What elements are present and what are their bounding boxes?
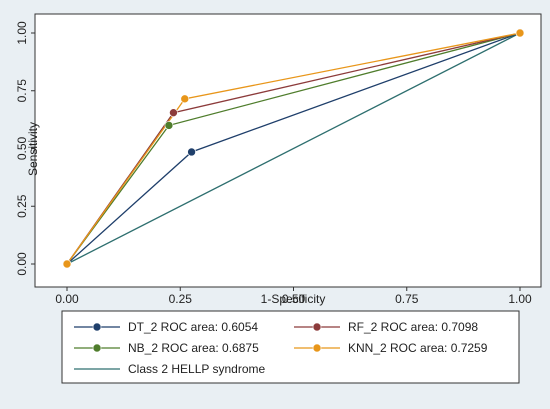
y-tick-label-1: 0.25	[15, 194, 29, 218]
y-axis-label: Sensitivity	[26, 122, 40, 176]
x-tick-label-4: 1.00	[508, 292, 532, 306]
legend-label-0: DT_2 ROC area: 0.6054	[128, 320, 258, 334]
y-tick-label-0: 0.00	[15, 252, 29, 276]
y-tick-label-4: 1.00	[15, 21, 29, 45]
legend-marker-3	[312, 343, 322, 353]
series-2-point-1	[164, 121, 174, 130]
x-tick-label-0: 0.00	[55, 292, 79, 306]
x-tick-label-1: 0.25	[169, 292, 193, 306]
x-axis-label: 1-Specificity	[261, 292, 326, 306]
legend-marker-0	[92, 322, 102, 332]
y-tick-label-3: 0.75	[15, 79, 29, 103]
series-1-point-1	[169, 108, 178, 117]
x-tick-label-3: 0.75	[395, 292, 419, 306]
legend-box	[61, 310, 520, 384]
series-line-4	[66, 32, 521, 265]
legend-marker-2	[92, 343, 102, 353]
x-tick-label-2: 0.50	[282, 292, 306, 306]
series-3-point-1	[180, 94, 190, 104]
series-3-point-0	[62, 259, 72, 269]
legend-marker-1	[312, 322, 322, 332]
plot-area	[34, 13, 542, 288]
series-3-point-2	[515, 28, 525, 38]
y-tick-label-2: 0.50	[15, 136, 29, 160]
legend-label-4: Class 2 HELLP syndrome	[128, 362, 266, 376]
legend-label-3: KNN_2 ROC area: 0.7259	[348, 341, 488, 355]
series-0-point-1	[187, 147, 196, 157]
legend-label-1: RF_2 ROC area: 0.7098	[348, 320, 478, 334]
legend-label-2: NB_2 ROC area: 0.6875	[128, 341, 259, 355]
